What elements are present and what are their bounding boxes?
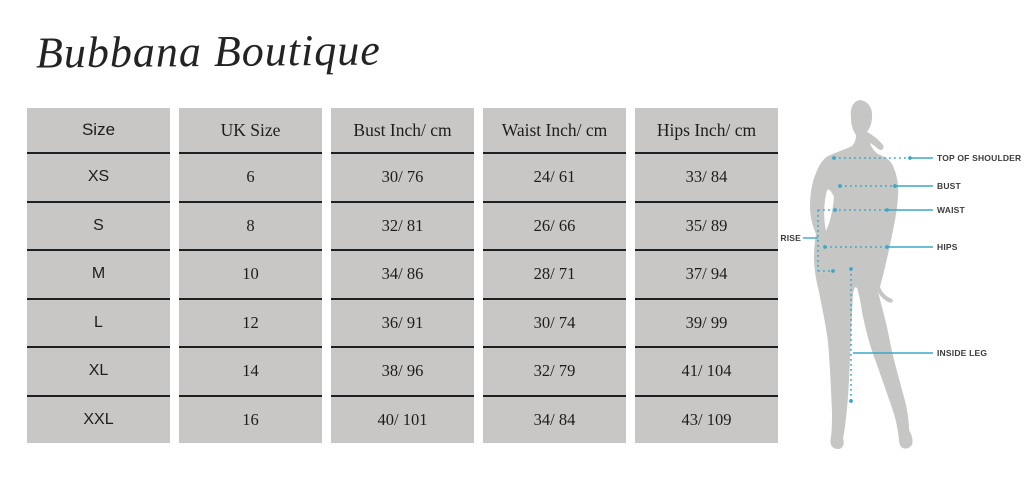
- column-header: Bust Inch/ cm: [331, 108, 474, 152]
- measurement-cell: 30/ 74: [483, 297, 626, 346]
- measurement-cell: 6: [179, 152, 322, 201]
- measurement-cell: 32/ 79: [483, 346, 626, 395]
- measurement-cell: 10: [179, 249, 322, 298]
- column-header: Size: [27, 108, 170, 152]
- size-label-cell: XL: [27, 346, 170, 395]
- measurement-cell: 24/ 61: [483, 152, 626, 201]
- size-label-cell: M: [27, 249, 170, 298]
- size-table: Size UK Size Bust Inch/ cm Waist Inch/ cm Hi…: [27, 108, 778, 443]
- inside-leg-label: INSIDE LEG: [937, 348, 987, 358]
- shoulder-measure-line: [832, 156, 933, 160]
- measurement-cell: 16: [179, 394, 322, 443]
- measurement-cell: 37/ 94: [635, 249, 778, 298]
- measurement-cell: 40/ 101: [331, 394, 474, 443]
- measurement-cell: 14: [179, 346, 322, 395]
- bust-measure-line: [838, 184, 933, 188]
- size-label-cell: L: [27, 297, 170, 346]
- measurement-cell: 33/ 84: [635, 152, 778, 201]
- measurement-diagram: TOP OF SHOULDER BUST WAIST RISE: [780, 100, 1021, 449]
- waist-label: WAIST: [937, 205, 966, 215]
- measurement-cell: 39/ 99: [635, 297, 778, 346]
- measurement-cell: 28/ 71: [483, 249, 626, 298]
- measurement-cell: 30/ 76: [331, 152, 474, 201]
- measurement-cell: 34/ 84: [483, 394, 626, 443]
- measurement-cell: 34/ 86: [331, 249, 474, 298]
- inside-leg-measure-line: [849, 267, 933, 403]
- column-header: Waist Inch/ cm: [483, 108, 626, 152]
- measurement-cell: 32/ 81: [331, 200, 474, 249]
- size-label-cell: S: [27, 200, 170, 249]
- measurement-cell: 26/ 66: [483, 200, 626, 249]
- measurement-cell: 8: [179, 200, 322, 249]
- shoulder-label: TOP OF SHOULDER: [937, 153, 1021, 163]
- measurement-cell: 12: [179, 297, 322, 346]
- measurement-cell: 41/ 104: [635, 346, 778, 395]
- brand-logo: Bubbana Boutique: [35, 25, 381, 78]
- measurement-cell: 35/ 89: [635, 200, 778, 249]
- hips-label: HIPS: [937, 242, 958, 252]
- measurement-cell: 38/ 96: [331, 346, 474, 395]
- size-label-cell: XXL: [27, 394, 170, 443]
- body-silhouette-figure: [810, 100, 913, 449]
- bust-label: BUST: [937, 181, 962, 191]
- size-label-cell: XS: [27, 152, 170, 201]
- measurement-cell: 43/ 109: [635, 394, 778, 443]
- column-header: UK Size: [179, 108, 322, 152]
- rise-measure-line: [803, 210, 835, 273]
- hips-measure-line: [823, 245, 933, 249]
- rise-label: RISE: [780, 233, 801, 243]
- column-header: Hips Inch/ cm: [635, 108, 778, 152]
- measurement-cell: 36/ 91: [331, 297, 474, 346]
- waist-measure-line: [818, 208, 933, 212]
